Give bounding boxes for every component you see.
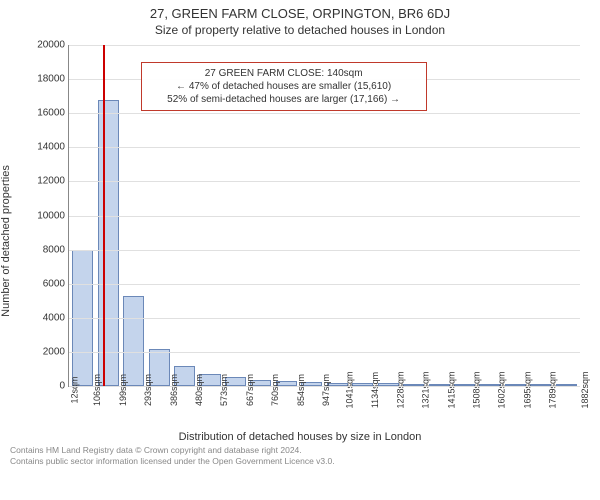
plot-wrap: Number of detached properties 27 GREEN F… [10, 41, 590, 441]
chart-title: 27, GREEN FARM CLOSE, ORPINGTON, BR6 6DJ [10, 6, 590, 21]
y-tick-label: 10000 [37, 210, 69, 221]
x-tick-label: 573sqm [219, 374, 229, 406]
x-tick-label: 947sqm [321, 374, 331, 406]
x-tick-label: 1321sqm [421, 371, 431, 408]
y-tick-label: 2000 [43, 346, 69, 357]
x-tick-label: 386sqm [169, 374, 179, 406]
x-tick-label: 1789sqm [548, 371, 558, 408]
gridline [69, 386, 580, 387]
x-tick-label: 1134sqm [370, 372, 380, 408]
y-tick-label: 8000 [43, 244, 69, 255]
x-tick-label: 293sqm [143, 374, 153, 406]
x-tick-label: 1415sqm [446, 371, 456, 408]
x-tick-label: 1041sqm [344, 371, 354, 408]
gridline [69, 45, 580, 46]
y-tick-label: 18000 [37, 74, 69, 85]
y-tick-label: 6000 [43, 278, 69, 289]
gridline [69, 250, 580, 251]
gridline [69, 147, 580, 148]
y-tick-label: 20000 [37, 40, 69, 51]
footer-line2: Contains public sector information licen… [10, 456, 590, 467]
histogram-bar [123, 296, 144, 386]
y-tick-label: 14000 [37, 142, 69, 153]
chart-container: 27, GREEN FARM CLOSE, ORPINGTON, BR6 6DJ… [0, 0, 600, 500]
gridline [69, 352, 580, 353]
y-tick-label: 4000 [43, 312, 69, 323]
gridline [69, 181, 580, 182]
y-tick-label: 16000 [37, 108, 69, 119]
x-tick-label: 667sqm [245, 374, 255, 406]
footer-line1: Contains HM Land Registry data © Crown c… [10, 445, 590, 456]
x-tick-label: 106sqm [92, 374, 102, 406]
chart-subtitle: Size of property relative to detached ho… [10, 23, 590, 37]
marker-line [103, 45, 105, 386]
info-box-line3: 52% of semi-detached houses are larger (… [148, 93, 420, 106]
info-box: 27 GREEN FARM CLOSE: 140sqm ← 47% of det… [141, 62, 427, 111]
x-tick-label: 1508sqm [471, 371, 481, 408]
info-box-title: 27 GREEN FARM CLOSE: 140sqm [148, 67, 420, 80]
y-axis-label: Number of detached properties [0, 165, 12, 317]
gridline [69, 216, 580, 217]
x-tick-label: 480sqm [194, 374, 204, 406]
x-tick-label: 1882sqm [580, 371, 590, 408]
gridline [69, 113, 580, 114]
gridline [69, 284, 580, 285]
x-axis-label: Distribution of detached houses by size … [179, 431, 422, 443]
x-tick-label: 1228sqm [395, 371, 405, 408]
histogram-bar [98, 100, 119, 386]
x-tick-label: 199sqm [118, 374, 128, 406]
plot-area: 27 GREEN FARM CLOSE: 140sqm ← 47% of det… [68, 45, 580, 387]
x-tick-label: 1695sqm [522, 371, 532, 408]
x-tick-label: 854sqm [296, 374, 306, 406]
x-tick-label: 12sqm [69, 376, 79, 403]
info-box-line2: ← 47% of detached houses are smaller (15… [148, 80, 420, 93]
gridline [69, 318, 580, 319]
y-tick-label: 0 [59, 381, 69, 392]
y-tick-label: 12000 [37, 176, 69, 187]
x-tick-label: 760sqm [270, 374, 280, 406]
x-tick-label: 1602sqm [497, 371, 507, 408]
footer: Contains HM Land Registry data © Crown c… [10, 445, 590, 466]
